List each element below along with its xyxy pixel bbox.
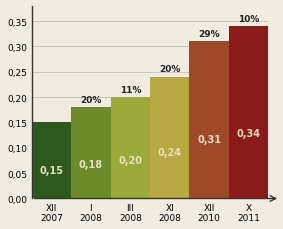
Text: 29%: 29% bbox=[198, 30, 220, 39]
Bar bbox=[32, 123, 71, 199]
Bar bbox=[189, 42, 229, 199]
Text: 0,34: 0,34 bbox=[237, 128, 261, 138]
Text: 0,31: 0,31 bbox=[197, 134, 221, 144]
Text: 20%: 20% bbox=[80, 95, 102, 104]
Text: 0,15: 0,15 bbox=[40, 165, 63, 175]
Bar bbox=[150, 78, 189, 199]
Text: 11%: 11% bbox=[119, 85, 141, 94]
Bar bbox=[111, 98, 150, 199]
Text: 0,20: 0,20 bbox=[118, 155, 142, 165]
Text: 10%: 10% bbox=[238, 15, 259, 24]
Bar bbox=[229, 27, 268, 199]
Text: 0,18: 0,18 bbox=[79, 159, 103, 169]
Text: 0,24: 0,24 bbox=[158, 148, 182, 158]
Text: 20%: 20% bbox=[159, 65, 180, 74]
Bar bbox=[71, 108, 111, 199]
